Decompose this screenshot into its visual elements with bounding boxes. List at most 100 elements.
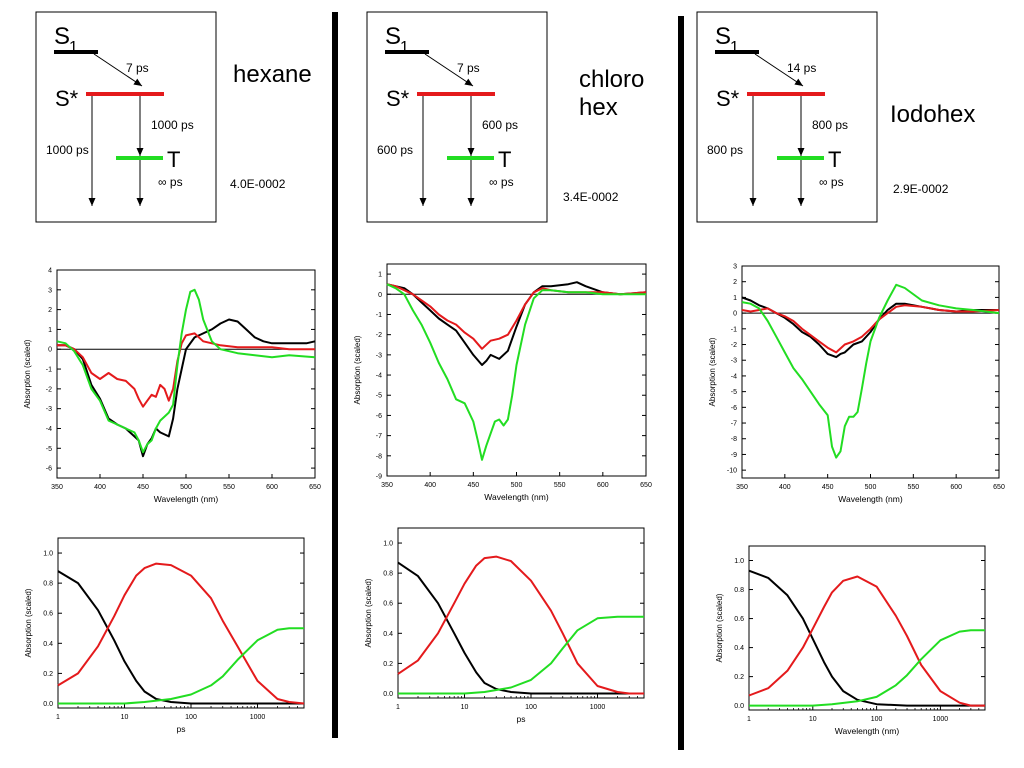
sstar-decay-arrow-head <box>419 198 427 206</box>
sstar-to-t-rate: 600 ps <box>482 118 518 132</box>
spectra-series-red <box>741 304 1000 354</box>
spectra-x-tick-label: 350 <box>381 482 393 489</box>
spectra-y-tick-label: -6 <box>46 466 52 473</box>
kinetics-y-tick-label: 1.0 <box>43 551 53 558</box>
kinetics-series-black <box>57 570 304 705</box>
kinetics-x-tick-label: 100 <box>871 716 883 723</box>
sstar-decay-rate: 600 ps <box>377 143 413 157</box>
spectra-y-tick-label: -3 <box>731 358 737 365</box>
spectra-y-tick-label: 2 <box>48 307 52 314</box>
scheme-box-1 <box>35 11 217 223</box>
spectra-x-tick-label: 500 <box>865 484 877 491</box>
scheme-box-2 <box>366 11 548 223</box>
kinetics-y-tick-label: 0.6 <box>43 611 53 618</box>
kinetics-x-tick-label: 1 <box>56 714 60 721</box>
kinetics-y-tick-label: 0.4 <box>383 631 393 638</box>
spectra-y-axis-label: Absorption (scaled) <box>708 337 717 406</box>
kinetics-x-tick-label: 10 <box>461 704 469 711</box>
kinetics-y-axis-label: Absorption (scaled) <box>24 588 33 657</box>
spectra-y-tick-label: -7 <box>376 433 382 440</box>
spectra-x-tick-label: 400 <box>94 484 106 491</box>
spectra-y-tick-label: -1 <box>376 312 382 319</box>
spectra-y-tick-label: -10 <box>727 468 737 475</box>
spectra-x-tick-label: 400 <box>424 482 436 489</box>
s1-label: S <box>54 23 70 50</box>
kinetics-y-tick-label: 0.6 <box>734 616 744 623</box>
sstar-to-t-rate: 800 ps <box>812 118 848 132</box>
spectra-y-tick-label: 1 <box>378 272 382 279</box>
kinetics-y-tick-label: 0.2 <box>383 661 393 668</box>
spectra-x-tick-label: 450 <box>137 484 149 491</box>
column-divider-2 <box>678 16 684 750</box>
spectra-series-green <box>741 283 1000 459</box>
s1-to-sstar-arrow-head <box>133 78 142 86</box>
spectra-series-black <box>741 296 999 359</box>
spectra-y-tick-label: -2 <box>731 342 737 349</box>
spectra-x-tick-label: 650 <box>309 484 321 491</box>
spectra-y-tick-label: -5 <box>46 446 52 453</box>
sstar-to-t-arrow-head <box>136 148 144 156</box>
s1-to-sstar-arrow-head <box>794 78 803 86</box>
sstar-label: S* <box>386 86 410 111</box>
spectra-y-tick-label: -8 <box>376 453 382 460</box>
spectra-y-tick-label: 3 <box>48 287 52 294</box>
sstar-label: S* <box>716 86 740 111</box>
spectra-x-tick-label: 650 <box>640 482 652 489</box>
spectra-y-tick-label: -5 <box>376 393 382 400</box>
kinetics-series-green <box>749 629 985 707</box>
spectra-x-tick-label: 350 <box>51 484 63 491</box>
spectra-y-tick-label: 0 <box>733 311 737 318</box>
spectra-y-tick-label: -4 <box>46 426 52 433</box>
spectra-y-tick-label: 0 <box>378 292 382 299</box>
t-label: T <box>498 147 511 172</box>
spectra-series-red <box>57 332 315 408</box>
spectra-series-green <box>386 283 646 461</box>
t-decay-arrow-head <box>797 198 805 206</box>
spectra-x-tick-label: 350 <box>736 484 748 491</box>
kinetics-y-tick-label: 1.0 <box>383 541 393 548</box>
kinetics-y-axis-label: Absorption (scaled) <box>364 578 373 647</box>
t-decay-rate: ∞ ps <box>158 175 183 189</box>
spectra-x-axis-label: Wavelength (nm) <box>484 492 549 502</box>
scheme-box-3 <box>696 11 878 223</box>
kinetics-x-tick-label: 100 <box>185 714 197 721</box>
s1-to-sstar-rate: 7 ps <box>457 61 480 75</box>
solvent-label: hex <box>579 94 618 121</box>
spectra-y-tick-label: -1 <box>46 367 52 374</box>
kinetics-y-tick-label: 0.0 <box>734 703 744 710</box>
spectra-y-tick-label: -2 <box>376 332 382 339</box>
s1-label: S <box>385 23 401 50</box>
spectra-y-tick-label: 2 <box>733 279 737 286</box>
kinetics-x-tick-label: 100 <box>525 704 537 711</box>
s1-subscript: 1 <box>400 39 409 56</box>
spectra-x-tick-label: 550 <box>223 484 235 491</box>
kinetics-y-axis-label: Absorption (scaled) <box>715 593 724 662</box>
kinetics-y-tick-label: 0.8 <box>43 581 53 588</box>
kinetics-series-red <box>397 555 644 695</box>
kinetics-y-tick-label: 0.8 <box>734 587 744 594</box>
t-decay-rate: ∞ ps <box>489 175 514 189</box>
kinetics-y-tick-label: 0.4 <box>43 641 53 648</box>
spectra-y-tick-label: -3 <box>376 352 382 359</box>
kinetics-series-black <box>748 569 985 707</box>
fit-residual: 2.9E-0002 <box>893 182 949 196</box>
t-label: T <box>828 147 841 172</box>
spectra-y-tick-label: -9 <box>731 452 737 459</box>
kinetics-x-tick-label: 1000 <box>933 716 949 723</box>
sstar-to-t-arrow-head <box>467 148 475 156</box>
kinetics-x-tick-label: 1 <box>747 716 751 723</box>
kinetics-series-red <box>748 575 985 707</box>
kinetics-y-tick-label: 0.2 <box>43 671 53 678</box>
solvent-label: Iodohex <box>890 101 975 128</box>
s1-subscript: 1 <box>69 39 78 56</box>
spectra-y-tick-label: -7 <box>731 421 737 428</box>
spectra-y-tick-label: 3 <box>733 264 737 271</box>
t-decay-arrow-head <box>136 198 144 206</box>
kinetics-series-green <box>58 627 304 705</box>
kinetics-series-black <box>397 561 644 695</box>
kinetics-x-tick-label: 1000 <box>250 714 266 721</box>
s1-to-sstar-arrow <box>424 53 474 87</box>
s1-to-sstar-arrow <box>93 53 143 87</box>
s1-label: S <box>715 23 731 50</box>
